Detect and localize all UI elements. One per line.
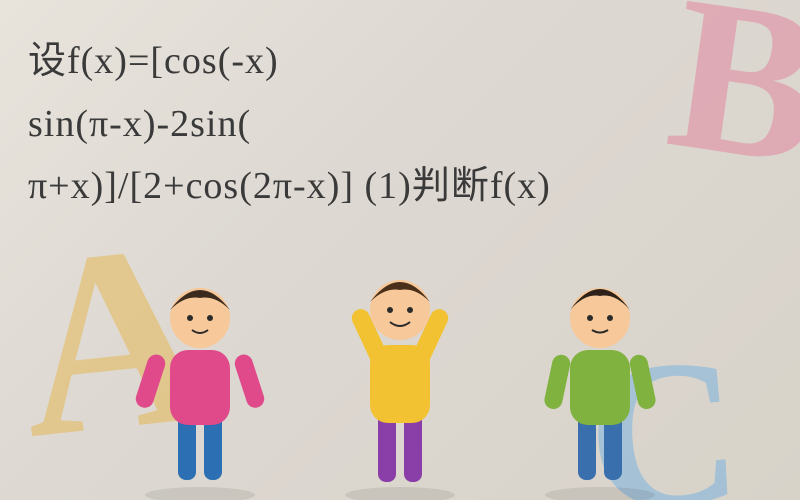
problem-text: 设f(x)=[cos(-x) sin(π-x)-2sin( π+x)]/[2+c… (28, 30, 772, 218)
kid-illustration-2 (320, 250, 480, 500)
kid-illustration-3 (520, 260, 680, 500)
problem-line-3: π+x)]/[2+cos(2π-x)] (1)判断f(x) (28, 165, 551, 207)
problem-line-2: sin(π-x)-2sin( (28, 103, 251, 145)
canvas: B A C (0, 0, 800, 500)
kid-illustration-1 (120, 260, 280, 500)
problem-line-1: 设f(x)=[cos(-x) (28, 40, 279, 82)
